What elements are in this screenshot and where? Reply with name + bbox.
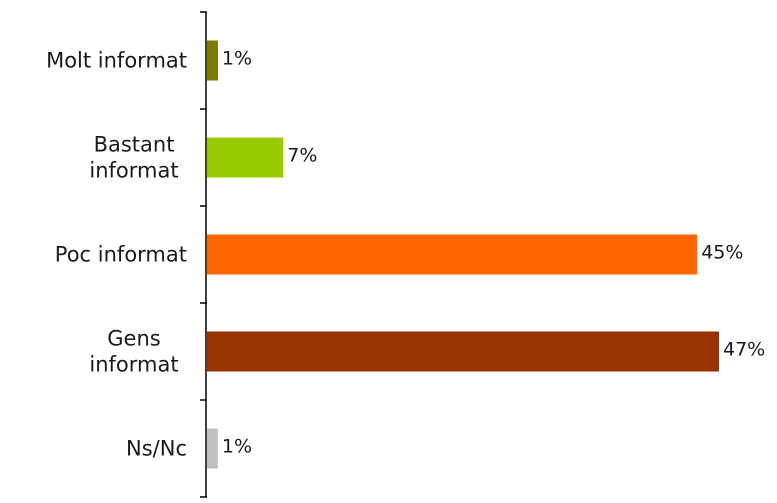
y-axis-ticks <box>200 11 207 498</box>
value-label: 1% <box>222 48 252 70</box>
value-label: 1% <box>222 436 252 458</box>
category-label: informat <box>89 353 178 377</box>
category-label: Molt informat <box>46 49 187 73</box>
bar-4 <box>207 428 218 469</box>
value-labels: 1% 7% 45% 47% 1% <box>222 48 765 458</box>
value-label: 45% <box>701 242 743 264</box>
bar-1 <box>207 137 284 178</box>
value-label: 7% <box>287 145 317 167</box>
category-label: Bastant <box>94 133 175 157</box>
category-label: Poc informat <box>55 243 187 267</box>
bar-0 <box>207 40 218 81</box>
value-label: 47% <box>723 339 765 361</box>
bar-3 <box>207 331 719 372</box>
category-label: Gens <box>107 327 160 351</box>
bar-2 <box>207 234 698 275</box>
category-label: informat <box>89 159 178 183</box>
category-label: Ns/Nc <box>126 437 187 461</box>
bars <box>207 40 719 469</box>
